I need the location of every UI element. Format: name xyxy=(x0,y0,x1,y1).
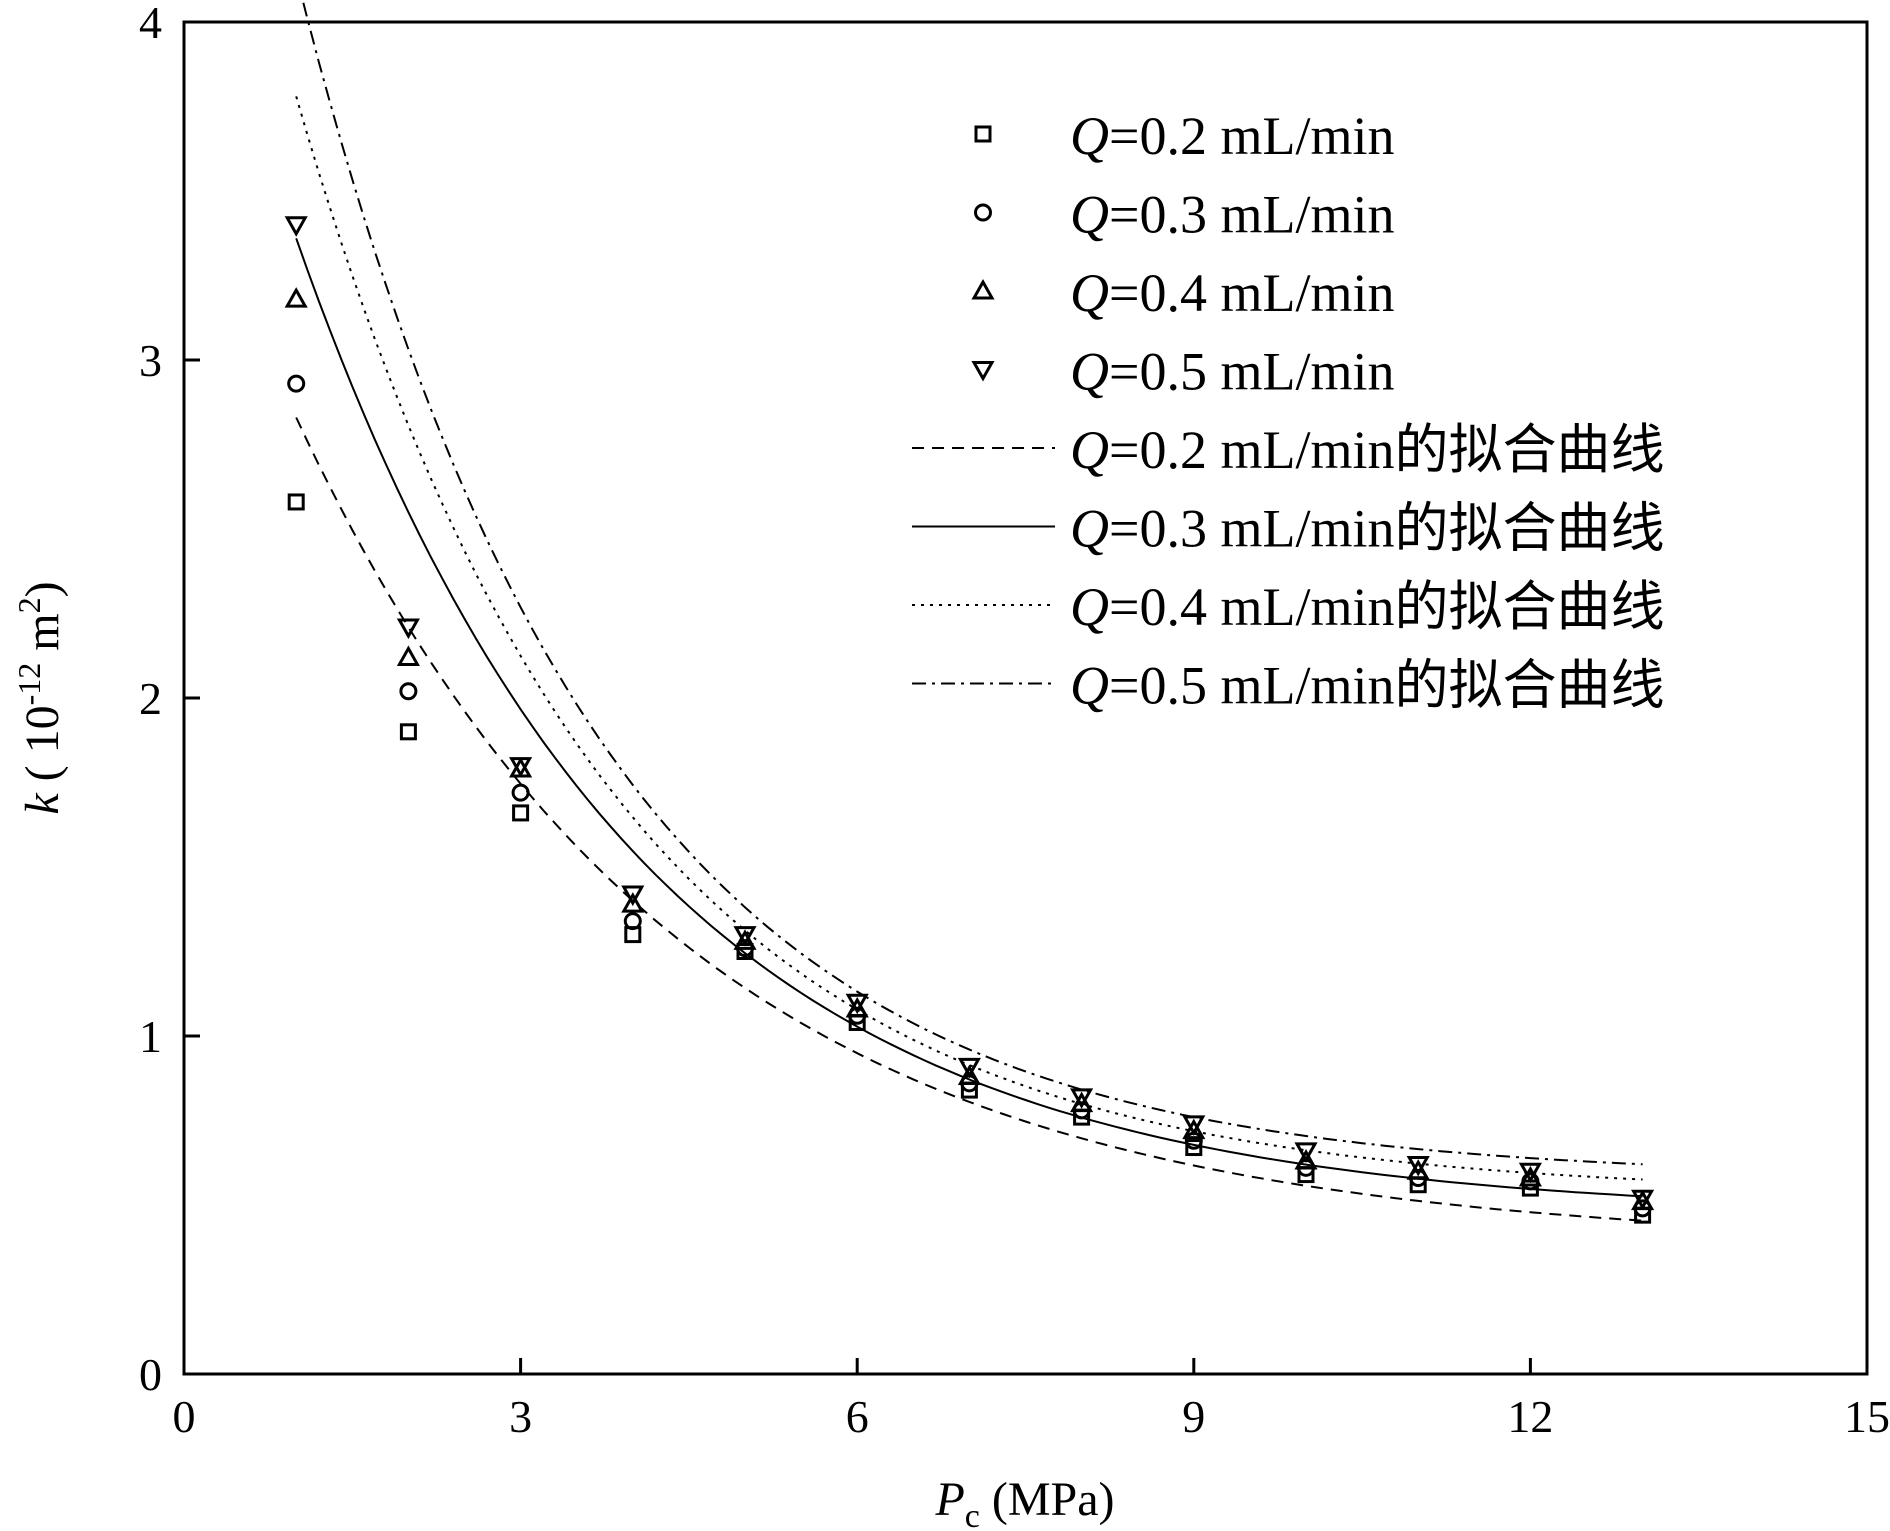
legend-entry-series-2: Q=0.3 mL/min xyxy=(1070,185,1394,245)
x-axis-title: Pc (MPa) xyxy=(934,1473,1114,1531)
data-point xyxy=(845,996,869,1018)
data-point xyxy=(1185,1139,1203,1157)
data-point xyxy=(621,885,645,907)
series-4 xyxy=(284,216,1655,1211)
legend-label: =0.2 mL/min xyxy=(1109,106,1394,166)
y-axis-exponent: -12 xyxy=(11,663,47,706)
data-markers xyxy=(284,216,1655,1224)
data-point xyxy=(1182,1118,1206,1140)
legend-symbol: Q xyxy=(1070,656,1109,716)
data-point xyxy=(399,723,417,741)
y-tick-label: 0 xyxy=(139,1349,162,1400)
legend-label: =0.5 mL/min的拟合曲线 xyxy=(1109,656,1664,716)
y-axis-title: k ( 10-12 m2) xyxy=(11,581,69,814)
data-point xyxy=(733,926,757,947)
x-tick-label: 6 xyxy=(846,1391,869,1442)
x-axis-unit: (MPa) xyxy=(980,1473,1115,1526)
data-point xyxy=(1518,1165,1542,1187)
fit-curve-3 xyxy=(295,96,1643,1181)
data-point xyxy=(1631,1189,1655,1211)
legend-entry-fit-3: Q=0.4 mL/min的拟合曲线 xyxy=(1070,577,1664,637)
y-tick-label: 1 xyxy=(139,1011,162,1062)
fit-curve-4 xyxy=(301,0,1643,1166)
data-point xyxy=(284,287,308,308)
legend-label: =0.3 mL/min xyxy=(1109,185,1394,245)
data-point xyxy=(957,1057,981,1079)
data-point xyxy=(287,374,306,393)
y-axis-symbol: k xyxy=(16,792,69,815)
data-point xyxy=(287,493,305,511)
y-axis-close: ) xyxy=(16,581,69,597)
data-point xyxy=(284,216,308,237)
data-point xyxy=(623,912,642,931)
data-point xyxy=(1518,1162,1542,1184)
legend-entry-fit-1: Q=0.2 mL/min的拟合曲线 xyxy=(1070,420,1664,480)
data-point xyxy=(399,682,418,701)
data-point xyxy=(957,1064,981,1086)
data-point xyxy=(1070,1088,1094,1109)
fit-curve-2 xyxy=(295,237,1643,1198)
legend-symbol: Q xyxy=(1070,342,1109,402)
y-tick-label: 4 xyxy=(139,0,162,48)
legend-marker xyxy=(974,125,992,143)
legend-marker xyxy=(974,203,992,222)
legend-symbol: Q xyxy=(1070,577,1109,637)
x-axis-symbol: P xyxy=(934,1473,964,1526)
legend-symbol: Q xyxy=(1070,499,1109,559)
legend-entry-series-4: Q=0.5 mL/min xyxy=(1070,342,1394,402)
legend-entry-series-3: Q=0.4 mL/min xyxy=(1070,263,1394,323)
data-point xyxy=(1294,1142,1318,1163)
data-point xyxy=(511,783,530,802)
x-axis-subscript: c xyxy=(965,1498,980,1531)
legend-symbol: Q xyxy=(1070,185,1109,245)
legend-symbol: Q xyxy=(1070,420,1109,480)
data-point xyxy=(1406,1155,1430,1177)
legend-symbol: Q xyxy=(1070,106,1109,166)
y-axis-unit-exponent: 2 xyxy=(11,597,47,613)
x-tick-label: 9 xyxy=(1182,1391,1205,1442)
data-point xyxy=(1182,1115,1206,1136)
legend-entry-fit-2: Q=0.3 mL/min的拟合曲线 xyxy=(1070,499,1664,559)
data-point xyxy=(396,618,420,640)
legend-label: =0.2 mL/min的拟合曲线 xyxy=(1109,420,1664,480)
data-point xyxy=(509,757,533,778)
y-tick-label: 3 xyxy=(139,335,162,386)
legend-label: =0.5 mL/min xyxy=(1109,342,1394,402)
y-axis-unit: m xyxy=(16,613,69,662)
legend-label: =0.4 mL/min的拟合曲线 xyxy=(1109,577,1664,637)
data-point xyxy=(1070,1091,1094,1113)
x-tick-label: 0 xyxy=(173,1391,196,1442)
data-point xyxy=(512,804,530,822)
legend-marker xyxy=(971,361,995,382)
legend-label: =0.4 mL/min xyxy=(1109,263,1394,323)
x-tick-label: 3 xyxy=(509,1391,532,1442)
x-tick-label: 12 xyxy=(1507,1391,1553,1442)
legend-marker xyxy=(971,278,995,300)
data-point xyxy=(621,892,645,913)
legend-symbol: Q xyxy=(1070,263,1109,323)
x-tick-label: 15 xyxy=(1844,1391,1890,1442)
data-point xyxy=(733,929,757,950)
data-point xyxy=(1294,1149,1318,1170)
legend-entry-fit-4: Q=0.5 mL/min的拟合曲线 xyxy=(1070,656,1664,716)
data-point xyxy=(1406,1159,1430,1180)
y-tick-label: 2 xyxy=(139,673,162,724)
legend-label: =0.3 mL/min的拟合曲线 xyxy=(1109,499,1664,559)
data-point xyxy=(845,993,869,1015)
data-point xyxy=(396,645,420,666)
y-axis-open: ( 10 xyxy=(16,705,69,793)
legend-entry-series-1: Q=0.2 mL/min xyxy=(1070,106,1394,166)
